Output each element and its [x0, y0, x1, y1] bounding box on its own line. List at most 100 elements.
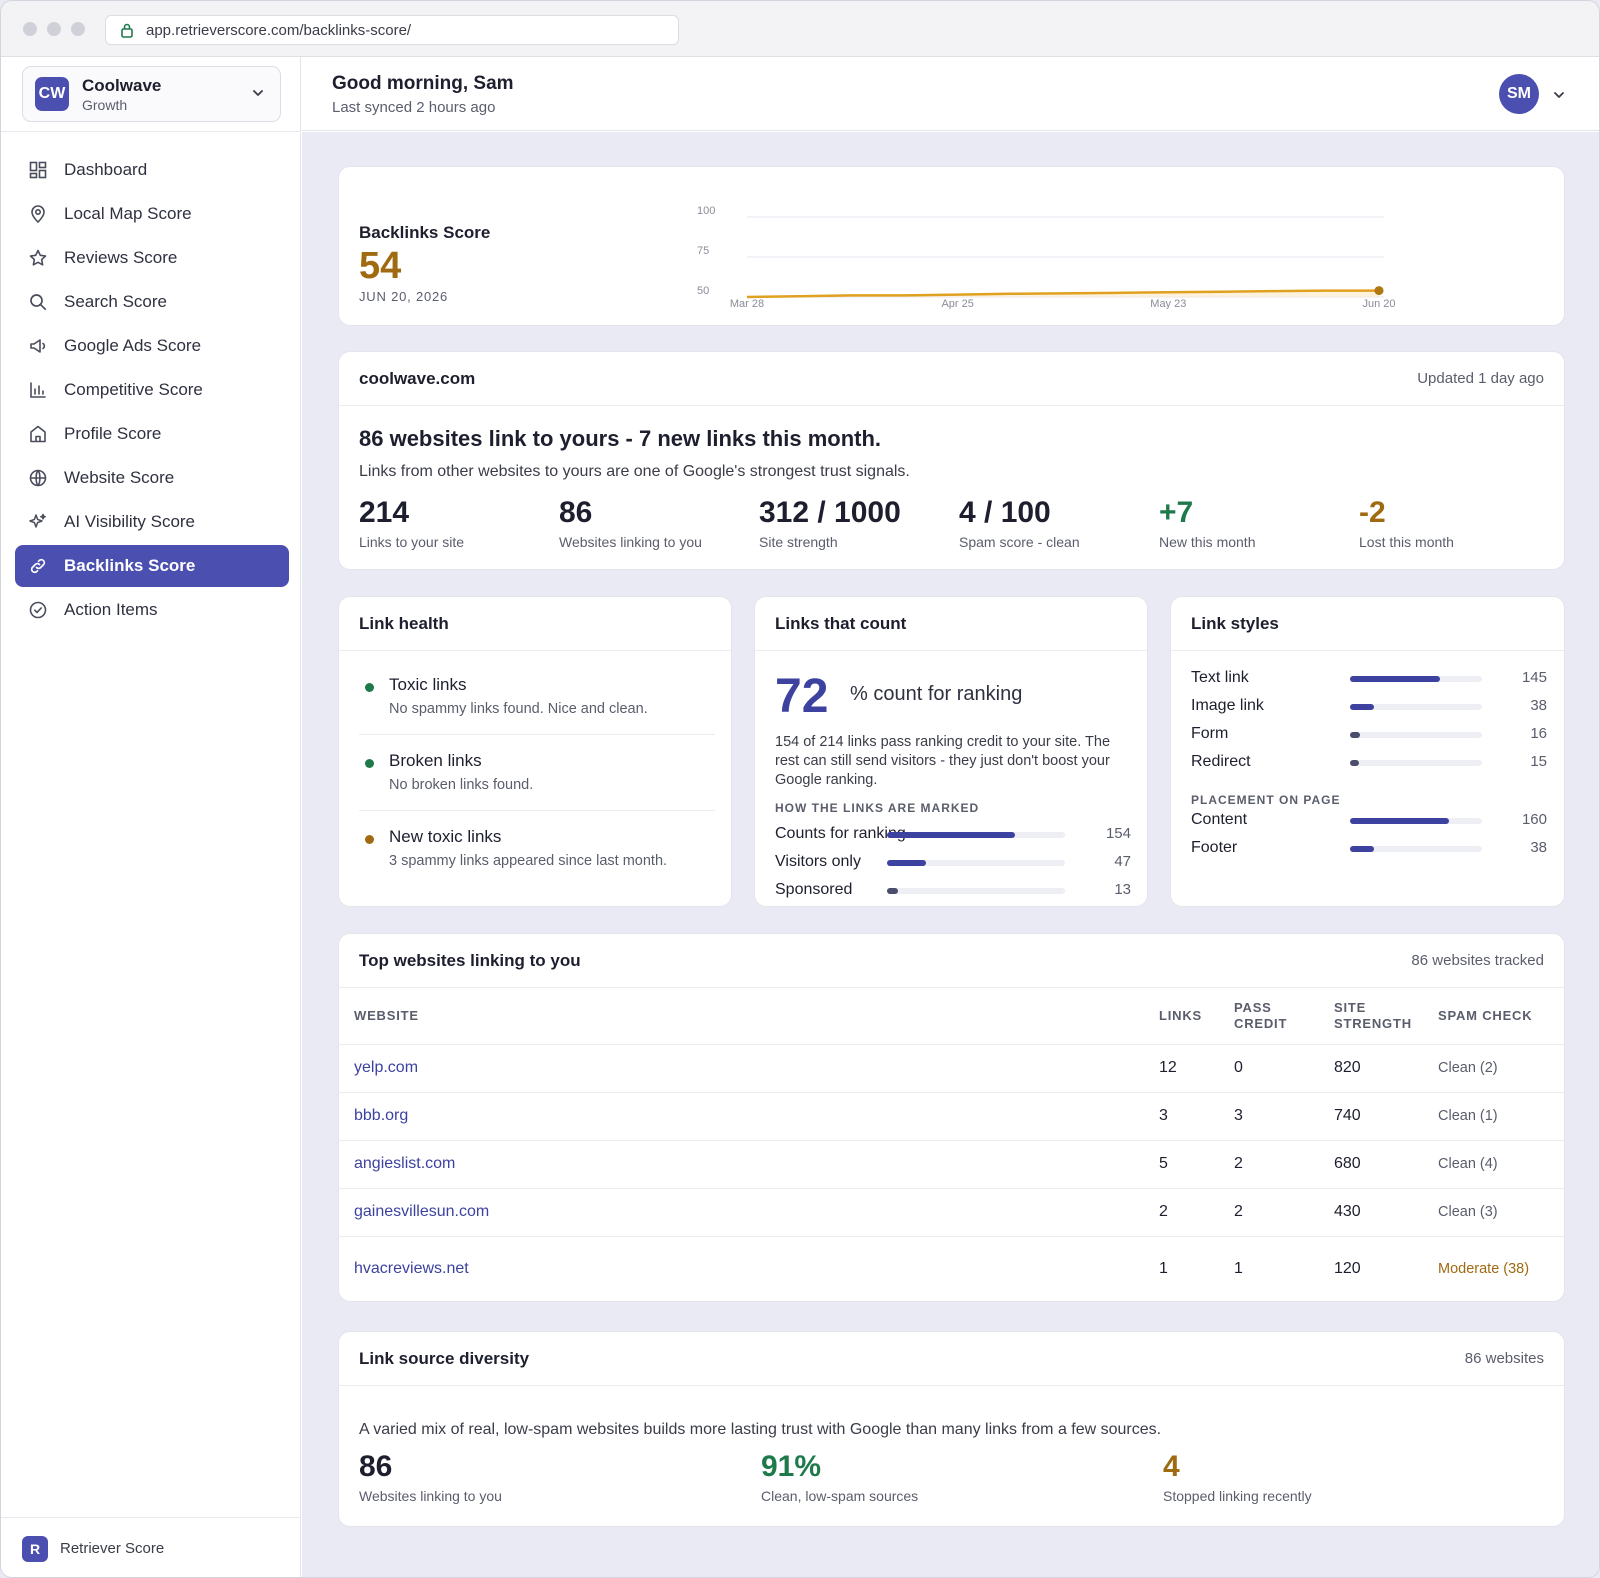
sidebar-item-label: Search Score [64, 292, 167, 311]
org-plan: Growth [82, 96, 128, 113]
table-row[interactable]: bbb.org 3 3 740 Clean (1) [339, 1092, 1564, 1140]
stat-label: Websites linking to you [359, 1488, 502, 1504]
brand-logo: R [22, 1535, 48, 1562]
website-link[interactable]: hvacreviews.net [354, 1260, 469, 1278]
links-count: 3 [1159, 1107, 1168, 1124]
storefront-icon [28, 424, 48, 444]
stat-label: New this month [1159, 534, 1256, 550]
website-link[interactable]: bbb.org [354, 1107, 409, 1124]
sidebar-item-google-ads-score[interactable]: Google Ads Score [15, 325, 289, 367]
window-minimize-button[interactable] [47, 22, 61, 36]
megaphone-icon [28, 336, 48, 356]
avatar[interactable]: SM [1499, 74, 1539, 114]
dashboard-icon [28, 160, 48, 180]
stat-value: 91% [761, 1450, 822, 1483]
bar-fill [887, 860, 926, 866]
bar-value: 38 [1530, 839, 1547, 856]
sidebar-item-action-items[interactable]: Action Items [15, 589, 289, 631]
bar-row: Visitors only 47 [775, 849, 1131, 877]
col-spam-check[interactable]: SPAM CHECK [1438, 1008, 1533, 1024]
health-item-desc: No spammy links found. Nice and clean. [389, 701, 648, 717]
bar-value: 15 [1530, 753, 1547, 770]
diversity-stats: 86 Websites linking to you 91% Clean, low-s… [359, 1450, 1559, 1510]
org-logo: CW [35, 77, 69, 111]
bar-track [1350, 732, 1482, 738]
window-zoom-button[interactable] [71, 22, 85, 36]
sidebar-item-competitive-score[interactable]: Competitive Score [15, 369, 289, 411]
link-marking-rows: Counts for ranking 154 Visitors only 47 Spon… [775, 821, 1131, 905]
sidebar-item-profile-score[interactable]: Profile Score [15, 413, 289, 455]
sidebar-nav: Dashboard Local Map Score Reviews Score Sea… [15, 149, 289, 633]
address-bar[interactable]: app.retrieverscore.com/backlinks-score/ [105, 15, 679, 45]
sidebar-item-label: Profile Score [64, 424, 162, 443]
window-close-button[interactable] [23, 22, 37, 36]
stat-label: Site strength [759, 534, 838, 550]
x-tick-label: Mar 28 [730, 298, 764, 309]
sidebar-item-local-map-score[interactable]: Local Map Score [15, 193, 289, 235]
org-switcher[interactable]: CW Coolwave Growth [22, 66, 281, 122]
links-count: 12 [1159, 1059, 1177, 1076]
bar-row: Image link 38 [1191, 693, 1547, 721]
sidebar-item-reviews-score[interactable]: Reviews Score [15, 237, 289, 279]
star-icon [28, 248, 48, 268]
main-content: Backlinks Score 54 JUN 20, 2026 50 75 100 M… [302, 132, 1599, 1577]
bar-fill [887, 832, 1015, 838]
diversity-description: A varied mix of real, low-spam websites … [359, 1421, 1162, 1438]
sidebar-item-label: Reviews Score [64, 248, 178, 267]
website-link[interactable]: gainesvillesun.com [354, 1203, 490, 1220]
stat-label: Stopped linking recently [1163, 1488, 1312, 1504]
sidebar-item-website-score[interactable]: Website Score [15, 457, 289, 499]
links-count-title: Links that count [775, 613, 907, 633]
table-row[interactable]: angieslist.com 5 2 680 Clean (4) [339, 1140, 1564, 1188]
sidebar-item-dashboard[interactable]: Dashboard [15, 149, 289, 191]
table-row[interactable]: yelp.com 12 0 820 Clean (2) [339, 1044, 1564, 1092]
spam-check: Clean (2) [1438, 1059, 1498, 1076]
bar-value: 38 [1530, 697, 1547, 714]
stat-label: Links to your site [359, 534, 465, 550]
chevron-down-icon[interactable] [1551, 87, 1567, 108]
browser-chrome: app.retrieverscore.com/backlinks-score/ [1, 1, 1599, 57]
greeting: Good morning, Sam [332, 73, 514, 94]
col-pass-credit[interactable]: PASS CREDIT [1234, 999, 1288, 1031]
health-item-desc: 3 spammy links appeared since last month… [389, 853, 668, 869]
brand-name: Retriever Score [60, 1540, 165, 1557]
bar-value: 145 [1521, 669, 1547, 686]
sidebar-item-label: Competitive Score [64, 380, 203, 399]
sidebar-item-label: Website Score [64, 468, 175, 487]
site-strength: 820 [1334, 1059, 1361, 1076]
bar-track [887, 888, 1065, 894]
bar-label: Image link [1191, 697, 1264, 714]
bar-fill [1350, 846, 1374, 852]
bar-track [887, 832, 1065, 838]
col-links[interactable]: LINKS [1159, 1008, 1202, 1024]
col-site-strength[interactable]: SITE STRENGTH [1334, 999, 1412, 1031]
sidebar-item-backlinks-score[interactable]: Backlinks Score [15, 545, 289, 587]
stat-label: Spam score - clean [959, 534, 1080, 550]
health-item-title: Toxic links [389, 675, 467, 694]
stat-block: 4 Stopped linking recently [1163, 1450, 1312, 1504]
sidebar-item-label: Dashboard [64, 160, 148, 179]
pass-credit: 2 [1234, 1203, 1243, 1220]
placement-rows: Content 160 Footer 38 [1191, 807, 1547, 863]
col-website[interactable]: WEBSITE [354, 1008, 419, 1024]
sidebar-item-label: Google Ads Score [64, 336, 202, 355]
website-link[interactable]: angieslist.com [354, 1155, 456, 1172]
bar-fill [887, 888, 898, 894]
spam-check: Clean (4) [1438, 1155, 1498, 1172]
link-health-list: Toxic links No spammy links found. Nice a… [359, 659, 715, 887]
bar-track [887, 860, 1065, 866]
sidebar-item-ai-visibility-score[interactable]: AI Visibility Score [15, 501, 289, 543]
sidebar-item-search-score[interactable]: Search Score [15, 281, 289, 323]
spam-check: Clean (1) [1438, 1107, 1498, 1124]
stat-block: 214 Links to your site [359, 496, 464, 550]
table-row[interactable]: hvacreviews.net 1 1 120 Moderate (38) [339, 1236, 1564, 1302]
bar-row: Form 16 [1191, 721, 1547, 749]
stat-label: Clean, low-spam sources [761, 1488, 919, 1504]
website-link[interactable]: yelp.com [354, 1059, 419, 1076]
table-row[interactable]: gainesvillesun.com 2 2 430 Clean (3) [339, 1188, 1564, 1236]
trend-endpoint [1374, 286, 1384, 296]
score-trend-chart: 50 75 100 Mar 28 Apr 25 May 23 Jun 20 [697, 205, 1396, 309]
summary-stats: 214 Links to your site 86 Websites linking … [359, 496, 1559, 556]
stat-value: -2 [1359, 496, 1386, 529]
bar-fill [1350, 732, 1360, 738]
